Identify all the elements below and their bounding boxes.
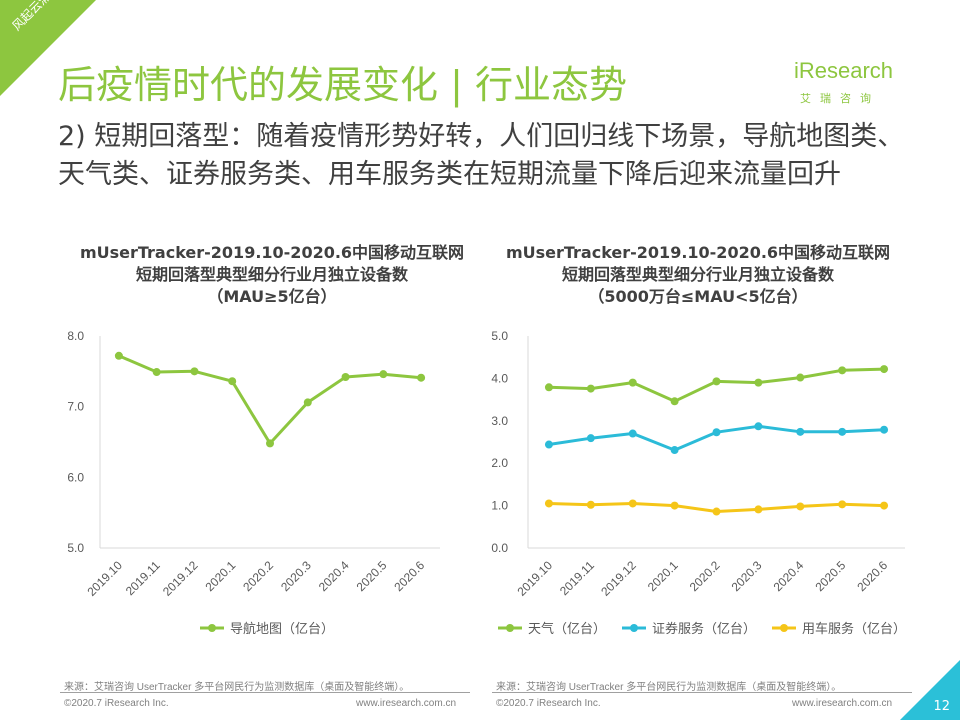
chart1-series-1-point	[190, 367, 199, 376]
chart1-title: mUserTracker-2019.10-2020.6中国移动互联网 短期回落型…	[52, 242, 492, 308]
chart2-series-3-point	[796, 502, 805, 511]
chart1-ytick: 5.0	[67, 541, 84, 555]
chart1-xtick: 2019.10	[84, 558, 125, 599]
chart1-xtick: 2020.6	[391, 558, 427, 594]
chart1-series-1-point	[228, 377, 237, 386]
chart1-xtick: 2020.1	[202, 558, 238, 594]
chart1-ytick: 8.0	[67, 329, 84, 343]
chart2-xtick: 2020.1	[645, 558, 681, 594]
chart2-series-1-point	[544, 383, 553, 392]
chart2-xtick: 2020.4	[771, 558, 807, 594]
chart1-xtick: 2020.3	[278, 558, 314, 594]
chart2-series-1-point	[628, 378, 637, 387]
chart2-series-1-point	[754, 378, 763, 387]
footer-divider-right	[492, 692, 912, 693]
chart2-legend-marker-2	[630, 624, 638, 632]
chart2-xtick: 2020.3	[729, 558, 765, 594]
chart1-title-line2: 短期回落型典型细分行业月独立设备数	[135, 265, 408, 284]
chart2-series-3-point	[754, 505, 763, 514]
chart2-legend-label-3: 用车服务（亿台）	[802, 621, 906, 637]
iresearch-logo: iResearch 艾瑞咨询	[794, 50, 920, 106]
chart2-series-1-point	[838, 366, 847, 375]
chart2-series-2-point	[796, 427, 805, 436]
chart1-xtick: 2019.11	[123, 558, 163, 598]
chart2-series-2-point	[880, 425, 889, 434]
chart2-series-1-point	[712, 377, 721, 386]
chart1-series-1-point	[266, 439, 274, 448]
chart1-source: 来源：艾瑞咨询 UserTracker 多平台网民行为监测数据库（桌面及智能终端…	[64, 682, 410, 693]
chart2-series-2-point	[712, 428, 721, 437]
chart2-series-3-point	[712, 507, 721, 516]
chart2-legend-label-2: 证券服务（亿台）	[652, 621, 756, 637]
page-corner	[900, 660, 960, 720]
chart2-series-3-point	[838, 500, 847, 509]
chart1-xtick: 2019.12	[160, 558, 201, 599]
chart2-series-2-point	[670, 446, 679, 455]
corner-ribbon	[0, 0, 96, 96]
chart2-xtick: 2019.12	[598, 558, 639, 599]
chart1-series-1-point	[114, 351, 123, 360]
chart2-xtick: 2020.6	[854, 558, 890, 594]
chart1-legend-label-1: 导航地图（亿台）	[230, 621, 334, 637]
chart2-xtick: 2019.11	[557, 558, 597, 598]
chart2-series-3-point	[628, 499, 637, 508]
chart2-series-3-point	[544, 499, 553, 508]
chart2-series-1-point	[796, 373, 805, 382]
page-title: 后疫情时代的发展变化 | 行业态势	[58, 63, 627, 107]
chart2-xtick: 2020.5	[812, 558, 848, 594]
chart2-source: 来源：艾瑞咨询 UserTracker 多平台网民行为监测数据库（桌面及智能终端…	[496, 682, 842, 693]
chart2-title-line3: （5000万台≤MAU<5亿台）	[588, 287, 808, 306]
chart2-xtick: 2020.2	[687, 558, 723, 594]
chart2-series-2-point	[544, 440, 553, 449]
chart1-series-1-point	[152, 368, 161, 377]
chart2-ytick: 2.0	[491, 456, 508, 470]
chart1-series-1-point	[379, 370, 388, 379]
copyright-right: ©2020.7 iResearch Inc.	[496, 698, 601, 709]
chart1-xtick: 2020.2	[240, 558, 276, 594]
chart2-ytick: 5.0	[491, 329, 508, 343]
chart2-title-line2: 短期回落型典型细分行业月独立设备数	[561, 265, 834, 284]
chart1-xtick: 2020.4	[316, 558, 352, 594]
chart2-xtick: 2019.10	[514, 558, 555, 599]
chart2-series-1-point	[670, 397, 679, 406]
chart2-ytick: 1.0	[491, 499, 508, 513]
website-left: www.iresearch.com.cn	[356, 698, 457, 709]
chart1-series-1-point	[303, 398, 312, 407]
chart1-series-line-1	[118, 354, 422, 445]
chart1-ytick: 7.0	[67, 400, 84, 414]
chart2-series-1-point	[880, 365, 889, 374]
logo-sub-text: 艾瑞咨询	[800, 92, 880, 105]
chart2-title: mUserTracker-2019.10-2020.6中国移动互联网 短期回落型…	[478, 242, 918, 308]
chart2-series-3-point	[880, 501, 889, 510]
chart2-series-2-point	[754, 422, 763, 431]
subtitle: 2) 短期回落型：随着疫情形势好转，人们回归线下场景，导航地图类、天气类、证券服…	[58, 121, 905, 190]
copyright-left: ©2020.7 iResearch Inc.	[64, 698, 169, 709]
chart2-series-1-point	[586, 384, 595, 393]
chart1-title-line1: mUserTracker-2019.10-2020.6中国移动互联网	[79, 243, 465, 262]
chart1-series-1-point	[341, 372, 350, 381]
footer-divider-left	[60, 692, 470, 693]
chart2-legend-marker-1	[506, 624, 514, 632]
chart2-ytick: 4.0	[491, 371, 508, 385]
chart2-series-3-point	[670, 501, 679, 510]
chart1-legend-marker-1	[208, 624, 216, 632]
chart2-series-2-point	[586, 434, 595, 443]
page-number: 12	[933, 699, 950, 714]
chart2-legend-label-1: 天气（亿台）	[528, 621, 606, 637]
chart2-ytick: 3.0	[491, 414, 508, 428]
chart2-series-2-point	[628, 429, 637, 438]
chart2-ytick: 0.0	[491, 541, 508, 555]
chart2-legend-marker-3	[780, 624, 788, 632]
chart1-ytick: 6.0	[67, 470, 84, 484]
website-right: www.iresearch.com.cn	[792, 698, 893, 709]
chart1-xtick: 2020.5	[354, 558, 390, 594]
chart2-title-line1: mUserTracker-2019.10-2020.6中国移动互联网	[505, 243, 891, 262]
chart2-series-3-point	[586, 500, 595, 509]
chart2-series-2-point	[838, 427, 847, 436]
chart1-series-1-point	[417, 373, 426, 382]
chart1-title-line3: （MAU≥5亿台）	[207, 287, 337, 306]
logo-main-text: iResearch	[794, 58, 894, 83]
